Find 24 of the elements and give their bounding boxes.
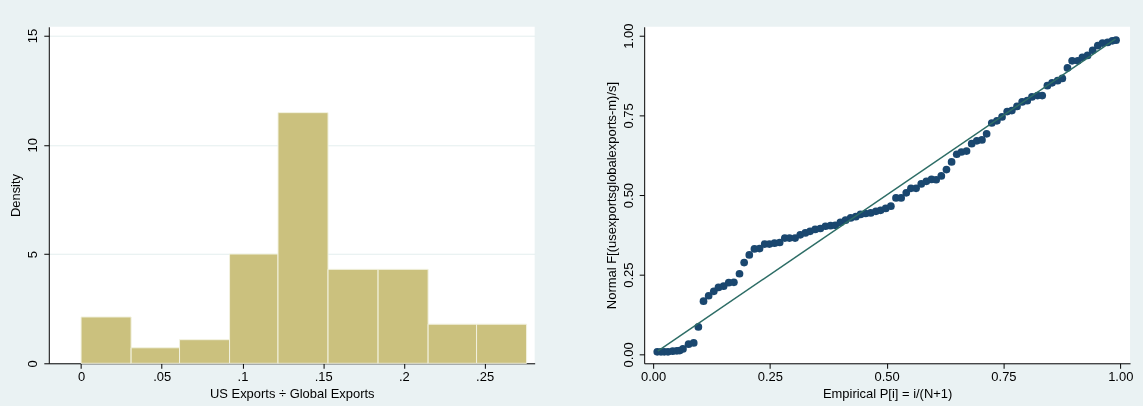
y-tick-label: 5 xyxy=(25,250,41,259)
x-axis-title: US Exports ÷ Global Exports xyxy=(209,385,375,401)
x-tick-label: .05 xyxy=(153,368,172,384)
x-tick-label: .25 xyxy=(476,368,495,384)
y-tick-label: 0.00 xyxy=(620,342,636,368)
x-tick-label: 0.00 xyxy=(640,368,667,384)
x-tick-label: 1.00 xyxy=(1108,368,1134,384)
y-axis-title: Normal F[(usexportsglobalexports-m)/s] xyxy=(603,81,619,310)
y-tick-label: 0.50 xyxy=(620,182,636,209)
x-axis-title: Empirical P[i] = i/(N+1) xyxy=(822,385,953,401)
y-tick-label: 0.25 xyxy=(620,262,636,288)
x-tick-label: 0 xyxy=(77,368,86,384)
y-tick-label: 0.75 xyxy=(620,103,636,129)
y-tick-label: 15 xyxy=(25,28,41,44)
x-tick-label: .1 xyxy=(237,368,249,384)
y-tick-label: 10 xyxy=(25,138,41,153)
y-tick-label: 1.00 xyxy=(620,23,636,49)
x-tick-label: .2 xyxy=(399,368,410,384)
x-tick-label: 0.75 xyxy=(991,368,1017,384)
x-tick-label: 0.25 xyxy=(757,368,783,384)
x-tick-label: 0.50 xyxy=(874,368,900,384)
y-axis-title: Density xyxy=(8,173,24,218)
y-tick-label: 0 xyxy=(25,360,41,368)
x-tick-label: .15 xyxy=(314,368,333,384)
